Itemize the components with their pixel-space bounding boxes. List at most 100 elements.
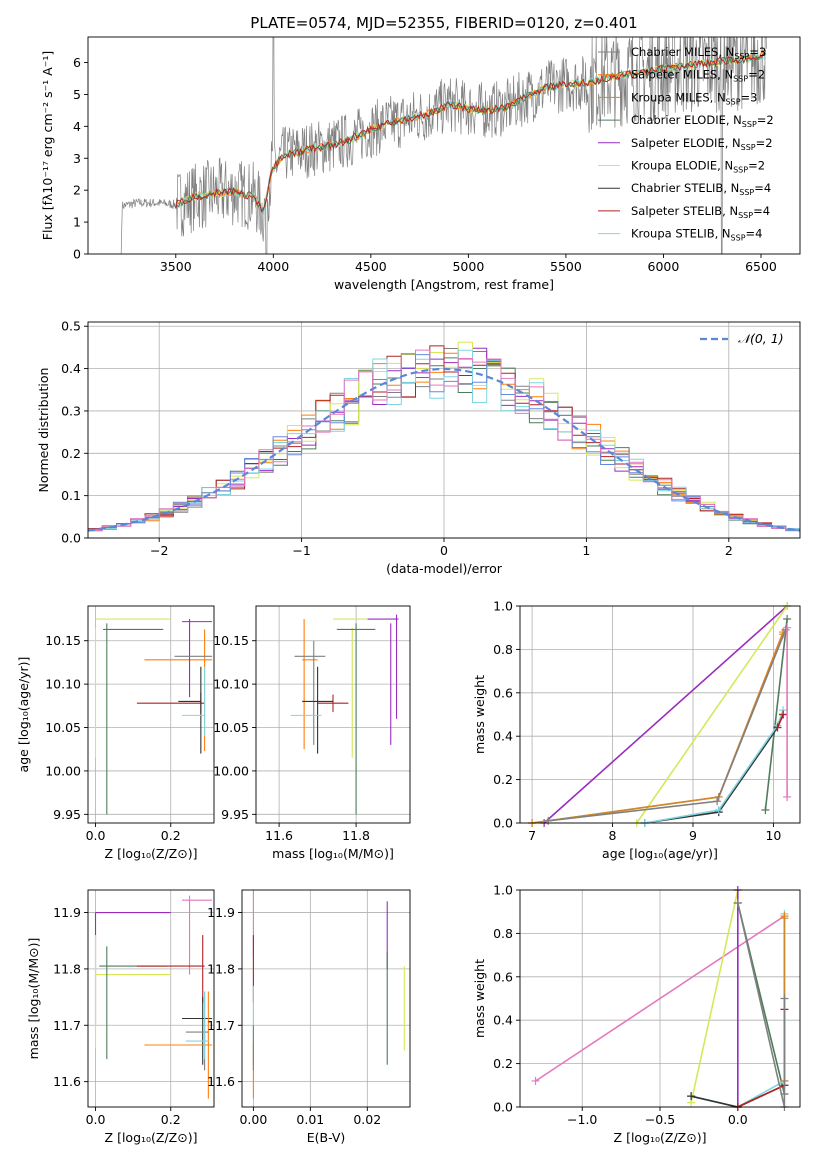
weight-point-marker xyxy=(761,805,770,814)
weight-series-line xyxy=(764,618,788,811)
x-tick-label: 0.0 xyxy=(86,828,106,843)
legend-count: =2 xyxy=(748,159,765,173)
y-axis-label: Flux [fλ10⁻¹⁷ erg cm⁻² s⁻¹ A⁻¹] xyxy=(40,51,55,240)
x-tick-label: 5500 xyxy=(550,259,582,274)
y-tick-label: 10.05 xyxy=(213,720,249,735)
weight-point-marker xyxy=(783,615,792,624)
x-tick-label: 0 xyxy=(440,543,448,558)
y-axis-label: age [log₁₀(age/yr)] xyxy=(16,657,31,773)
legend-subscript: SSP xyxy=(734,52,749,61)
weight-series-line xyxy=(636,605,788,824)
legend-entry: Kroupa STELIB, NSSP=4 xyxy=(631,227,762,243)
x-tick-label: −1.0 xyxy=(567,1112,597,1127)
y-tick-label: 10.15 xyxy=(213,633,249,648)
legend-count: =3 xyxy=(749,45,766,59)
normal-curve-line xyxy=(88,367,800,532)
mass-vs-extinction-panel: 0.00 0.01 0.02 11.6 11.7 11.8 11.9 E(B-V) xyxy=(207,889,411,1145)
legend-count: =3 xyxy=(741,90,758,104)
x-tick-label: 2 xyxy=(725,543,733,558)
legend-count: =4 xyxy=(753,204,770,218)
y-tick-label: 11.7 xyxy=(53,1018,81,1033)
legend-subscript: SSP xyxy=(741,143,756,152)
x-axis-label: Z [log₁₀(Z/Z⊙)] xyxy=(105,846,198,861)
legend-entry: Chabrier STELIB, NSSP=4 xyxy=(631,181,771,197)
y-tick-label: 6 xyxy=(73,55,81,70)
y-axis-label: mass weight xyxy=(472,959,487,1038)
legend-entry: Kroupa MILES, NSSP=3 xyxy=(631,90,757,106)
weight-vs-age-panel: 7 8 9 10 0.0 0.2 0.4 0.6 0.8 1.0 age [log₁₀(age/yr… xyxy=(472,599,801,861)
age-vs-mass-panel: 11.6 11.8 9.95 10.00 10.05 10.10 10.15 mass [lo… xyxy=(213,605,411,861)
weight-series-line xyxy=(737,1009,786,1108)
weight-point-marker xyxy=(783,623,792,632)
weight-point-marker xyxy=(783,792,792,801)
legend-label: Kroupa ELODIE, N xyxy=(631,159,733,173)
weight-point-marker xyxy=(531,1076,540,1085)
y-tick-label: 0.2 xyxy=(493,1056,513,1071)
y-tick-label: 3 xyxy=(73,151,81,166)
residuals-panel: −2 −1 0 1 2 0.0 0.1 0.2 0.3 0.4 0.5 (data-model)/er… xyxy=(36,319,801,576)
x-axis-label: (data-model)/error xyxy=(386,561,503,576)
y-axis-label: mass weight xyxy=(472,675,487,754)
weight-point-marker xyxy=(779,710,788,719)
y-tick-label: 10.10 xyxy=(45,677,81,692)
weight-series-line xyxy=(690,889,739,1103)
x-tick-label: 1 xyxy=(582,543,590,558)
legend-label: Chabrier ELODIE, N xyxy=(631,113,742,127)
x-tick-label: 5000 xyxy=(452,259,484,274)
weight-series-line xyxy=(543,605,788,824)
legend-subscript: SSP xyxy=(733,166,748,175)
legend-label: Kroupa MILES, N xyxy=(631,90,726,104)
legend-count: =2 xyxy=(748,68,765,82)
histograms xyxy=(88,341,800,534)
x-tick-label: 0.02 xyxy=(353,1112,381,1127)
legend-count: =2 xyxy=(756,136,773,150)
x-axis-label: Z [log₁₀(Z/Z⊙)] xyxy=(614,1130,707,1145)
legend-count: =4 xyxy=(754,181,771,195)
plot-frame xyxy=(241,889,411,1108)
spectrum-lines xyxy=(120,37,767,254)
y-tick-label: 0.0 xyxy=(493,1100,513,1115)
legend-subscript: SSP xyxy=(726,97,741,106)
chart-title: PLATE=0574, MJD=52355, FIBERID=0120, z=0… xyxy=(250,14,637,32)
x-tick-label: 10 xyxy=(765,828,781,843)
legend-entry: Salpeter MILES, NSSP=2 xyxy=(631,68,765,84)
x-tick-label: 4000 xyxy=(257,259,289,274)
legend-count: =4 xyxy=(746,227,763,241)
legend-entry: Chabrier MILES, NSSP=3 xyxy=(631,45,766,61)
y-tick-label: 11.8 xyxy=(207,961,235,976)
legend-subscript: SSP xyxy=(733,75,748,84)
x-tick-label: 0.0 xyxy=(86,1112,106,1127)
y-tick-label: 9.95 xyxy=(221,807,249,822)
x-tick-label: 6000 xyxy=(648,259,680,274)
legend-subscript: SSP xyxy=(738,211,753,220)
x-tick-label: 3500 xyxy=(160,259,192,274)
plot-frame xyxy=(519,605,801,824)
x-tick-label: 7 xyxy=(528,828,536,843)
weight-point-marker xyxy=(687,1092,696,1101)
weight-point-marker xyxy=(714,805,723,814)
y-tick-label: 0.4 xyxy=(493,729,513,744)
model-spectrum-line xyxy=(175,53,767,212)
y-tick-label: 11.6 xyxy=(207,1074,235,1089)
legend-label: Salpeter STELIB, N xyxy=(631,204,738,218)
x-tick-label: 6500 xyxy=(745,259,777,274)
legend-label: Salpeter MILES, N xyxy=(631,68,733,82)
weight-series-line xyxy=(644,709,784,824)
legend-count: =2 xyxy=(757,113,774,127)
x-tick-label: 0.2 xyxy=(161,1112,181,1127)
x-axis-label: mass [log₁₀(M/M⊙)] xyxy=(272,846,394,861)
weight-series-line xyxy=(776,714,784,728)
x-axis-label: Z [log₁₀(Z/Z⊙)] xyxy=(105,1130,198,1145)
x-tick-label: 11.6 xyxy=(265,828,293,843)
weight-point-marker xyxy=(780,914,789,923)
x-tick-label: 0.0 xyxy=(728,1112,748,1127)
x-tick-label: 0.00 xyxy=(239,1112,267,1127)
x-axis-label: age [log₁₀(age/yr)] xyxy=(602,846,718,861)
model-spectrum-line xyxy=(175,52,767,216)
legend-label: Chabrier STELIB, N xyxy=(631,181,739,195)
x-axis-label: E(B-V) xyxy=(307,1130,346,1145)
y-tick-label: 0.4 xyxy=(493,1013,513,1028)
weight-point-marker xyxy=(713,797,722,806)
legend-label: 𝒩(0, 1) xyxy=(738,331,784,346)
